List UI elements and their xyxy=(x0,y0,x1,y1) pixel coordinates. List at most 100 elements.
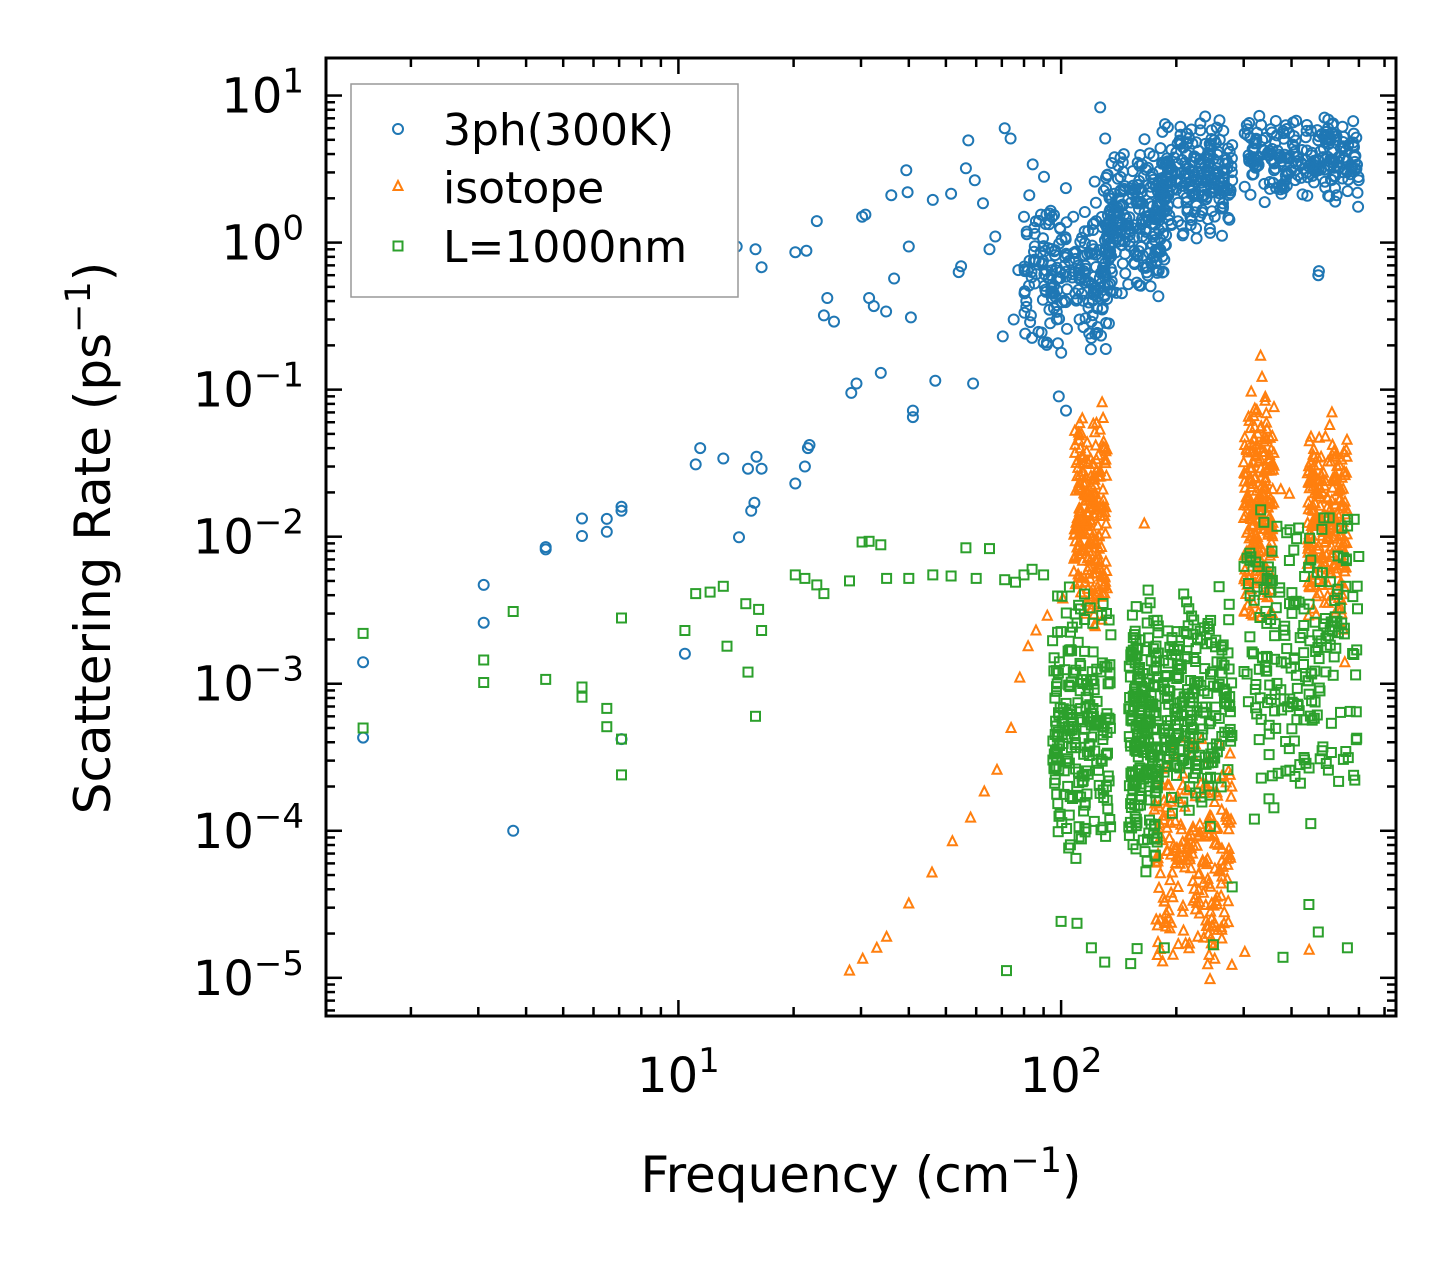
data-point xyxy=(1245,384,1258,397)
data-point xyxy=(1196,796,1208,808)
data-point xyxy=(1202,947,1216,960)
data-point xyxy=(1105,266,1118,279)
data-point xyxy=(1149,849,1161,861)
data-point xyxy=(1095,753,1107,765)
data-point xyxy=(1283,486,1296,499)
data-point xyxy=(1265,442,1278,455)
data-point xyxy=(789,477,802,490)
data-point xyxy=(1218,904,1231,918)
data-point xyxy=(1319,473,1332,487)
data-point xyxy=(1223,746,1237,759)
data-point xyxy=(1258,196,1271,209)
data-point xyxy=(1271,144,1284,157)
data-point xyxy=(1096,482,1110,495)
data-point xyxy=(750,710,761,722)
data-point xyxy=(576,512,588,525)
data-point xyxy=(1340,746,1352,757)
data-point xyxy=(1069,483,1082,496)
data-point xyxy=(1184,696,1196,708)
data-point xyxy=(1083,571,1097,584)
data-point xyxy=(1204,820,1216,832)
data-point xyxy=(1316,523,1328,535)
data-point xyxy=(1075,570,1088,583)
data-point xyxy=(1338,654,1351,668)
data-point xyxy=(1177,186,1190,199)
data-point xyxy=(1164,815,1177,828)
x-axis-unit-base: (cm xyxy=(915,1146,1011,1204)
data-point xyxy=(1263,719,1275,731)
data-point xyxy=(1117,148,1130,161)
data-point xyxy=(1334,535,1347,548)
data-point xyxy=(1154,866,1167,879)
data-point xyxy=(1212,681,1224,693)
data-point xyxy=(1217,915,1231,929)
data-point xyxy=(1178,588,1190,600)
data-point xyxy=(978,784,991,797)
data-point xyxy=(1210,738,1222,750)
data-point xyxy=(1314,498,1327,511)
data-point xyxy=(1083,327,1096,340)
data-point xyxy=(1268,156,1281,168)
data-point xyxy=(1001,965,1012,977)
data-point xyxy=(1019,327,1032,340)
data-point xyxy=(1097,784,1109,796)
data-point xyxy=(1162,625,1174,637)
data-point xyxy=(1137,685,1149,697)
data-point xyxy=(1252,159,1265,172)
data-point xyxy=(1007,313,1020,326)
data-point xyxy=(1148,802,1161,815)
data-point xyxy=(1334,528,1347,542)
data-point xyxy=(1320,666,1332,678)
legend: 3ph(300K) isotope L=1000nm xyxy=(350,83,739,298)
data-point xyxy=(1174,120,1187,133)
data-point xyxy=(1305,818,1317,830)
data-point xyxy=(1254,348,1267,361)
data-point xyxy=(1188,653,1200,665)
data-point xyxy=(1159,176,1172,188)
data-point xyxy=(1151,934,1165,948)
data-point xyxy=(1328,449,1342,462)
data-point xyxy=(1059,231,1072,244)
data-point xyxy=(1110,217,1123,230)
data-point xyxy=(1104,814,1116,825)
data-point xyxy=(1102,317,1115,330)
data-point xyxy=(789,246,802,259)
data-point xyxy=(1078,206,1091,218)
data-point xyxy=(1051,730,1063,742)
data-point xyxy=(1159,239,1172,252)
data-point xyxy=(1250,702,1262,714)
data-point xyxy=(1070,294,1083,307)
data-point xyxy=(1217,124,1230,137)
data-point xyxy=(1018,306,1031,319)
data-point xyxy=(1072,283,1085,296)
data-point xyxy=(1287,130,1300,143)
data-point xyxy=(902,240,915,253)
data-point xyxy=(1245,606,1258,619)
data-point xyxy=(1104,722,1116,734)
data-point xyxy=(1100,781,1112,793)
data-point xyxy=(1178,754,1190,766)
data-point xyxy=(1143,715,1155,727)
data-point xyxy=(1179,730,1191,742)
data-point xyxy=(1108,187,1121,200)
data-point xyxy=(1073,415,1086,429)
data-point xyxy=(1192,882,1205,895)
legend-label-l1000nm: L=1000nm xyxy=(443,222,687,273)
data-point xyxy=(1260,605,1272,617)
data-point xyxy=(1076,542,1090,556)
data-point xyxy=(1176,904,1189,917)
data-point xyxy=(1151,947,1164,960)
data-point xyxy=(1243,509,1256,522)
data-point xyxy=(1028,227,1041,240)
data-point xyxy=(1336,140,1349,153)
data-point xyxy=(1161,843,1174,856)
data-point xyxy=(880,929,893,942)
data-point xyxy=(357,722,369,734)
data-point xyxy=(945,570,957,582)
data-point xyxy=(742,462,754,475)
data-point xyxy=(1240,490,1253,503)
data-point xyxy=(1115,287,1128,300)
data-point xyxy=(1210,893,1223,906)
data-point xyxy=(1041,608,1054,621)
data-point xyxy=(1282,151,1295,163)
